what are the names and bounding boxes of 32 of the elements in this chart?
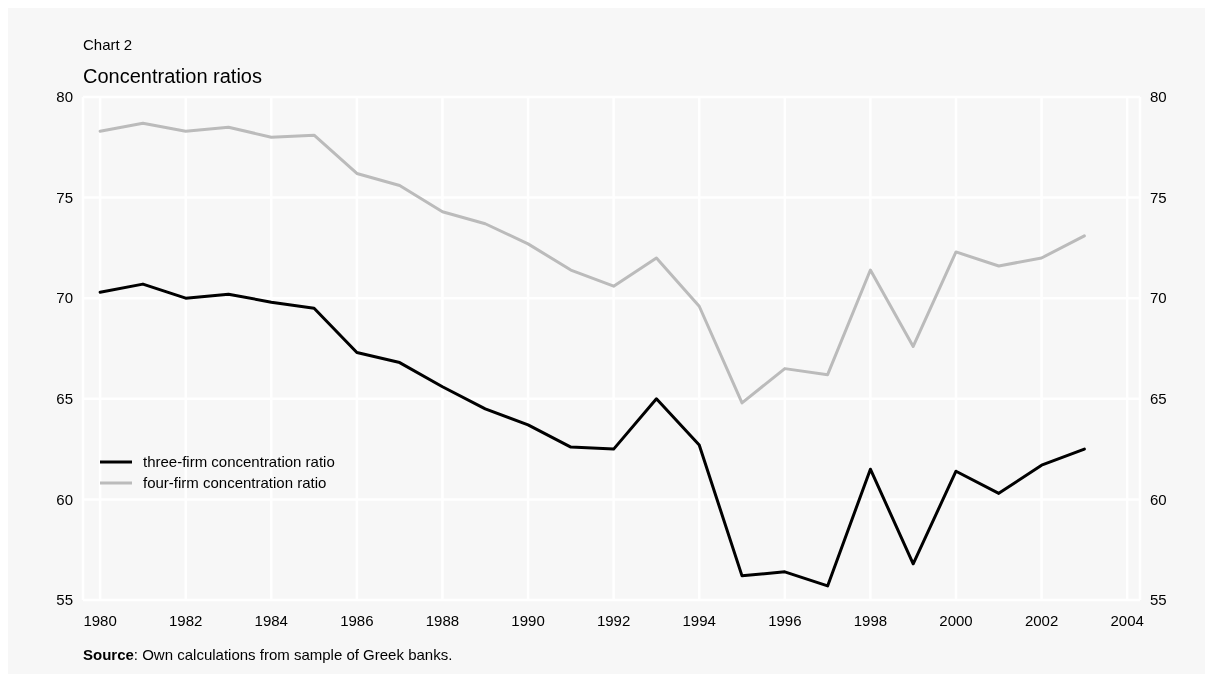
y-tick-label: 70 xyxy=(56,289,73,307)
chart-subtitle: Chart 2 xyxy=(83,36,133,53)
y2-tick-label: 65 xyxy=(1150,390,1167,408)
chart-title: Concentration ratios xyxy=(83,65,262,87)
x-tick-label: 2002 xyxy=(1024,612,1059,629)
source-note: Source: Own calculations from sample of Greek banks. xyxy=(83,646,453,663)
y2-tick-label: 60 xyxy=(1150,490,1167,508)
legend-label: four-firm concentration ratio xyxy=(143,474,327,492)
y-tick-label: 55 xyxy=(56,591,73,609)
y-tick-label: 65 xyxy=(56,390,73,408)
x-tick-label: 1996 xyxy=(768,612,802,629)
x-tick-label: 1986 xyxy=(340,612,374,629)
x-tick-label: 2004 xyxy=(1110,612,1144,629)
x-tick-label: 1988 xyxy=(425,612,460,629)
x-tick-label: 1992 xyxy=(596,612,631,629)
legend-label: three-firm concentration ratio xyxy=(143,453,335,471)
y2-tick-label: 55 xyxy=(1150,591,1167,609)
x-tick-label: 1984 xyxy=(254,612,288,629)
x-tick-label: 1982 xyxy=(169,612,203,629)
line-series xyxy=(98,282,1086,588)
y-tick-label: 75 xyxy=(56,188,73,206)
x-tick-label: 1990 xyxy=(511,612,545,629)
y2-tick-label: 75 xyxy=(1150,188,1167,206)
y-tick-label: 60 xyxy=(56,490,73,508)
y-tick-label: 80 xyxy=(56,88,73,106)
line-series xyxy=(98,121,1086,405)
x-tick-label: 2000 xyxy=(939,612,973,629)
y2-tick-label: 80 xyxy=(1150,88,1167,106)
x-tick-label: 1998 xyxy=(853,612,888,629)
x-tick-label: 1994 xyxy=(682,612,716,629)
y2-tick-label: 70 xyxy=(1150,289,1167,307)
x-tick-label: 1980 xyxy=(83,612,117,629)
